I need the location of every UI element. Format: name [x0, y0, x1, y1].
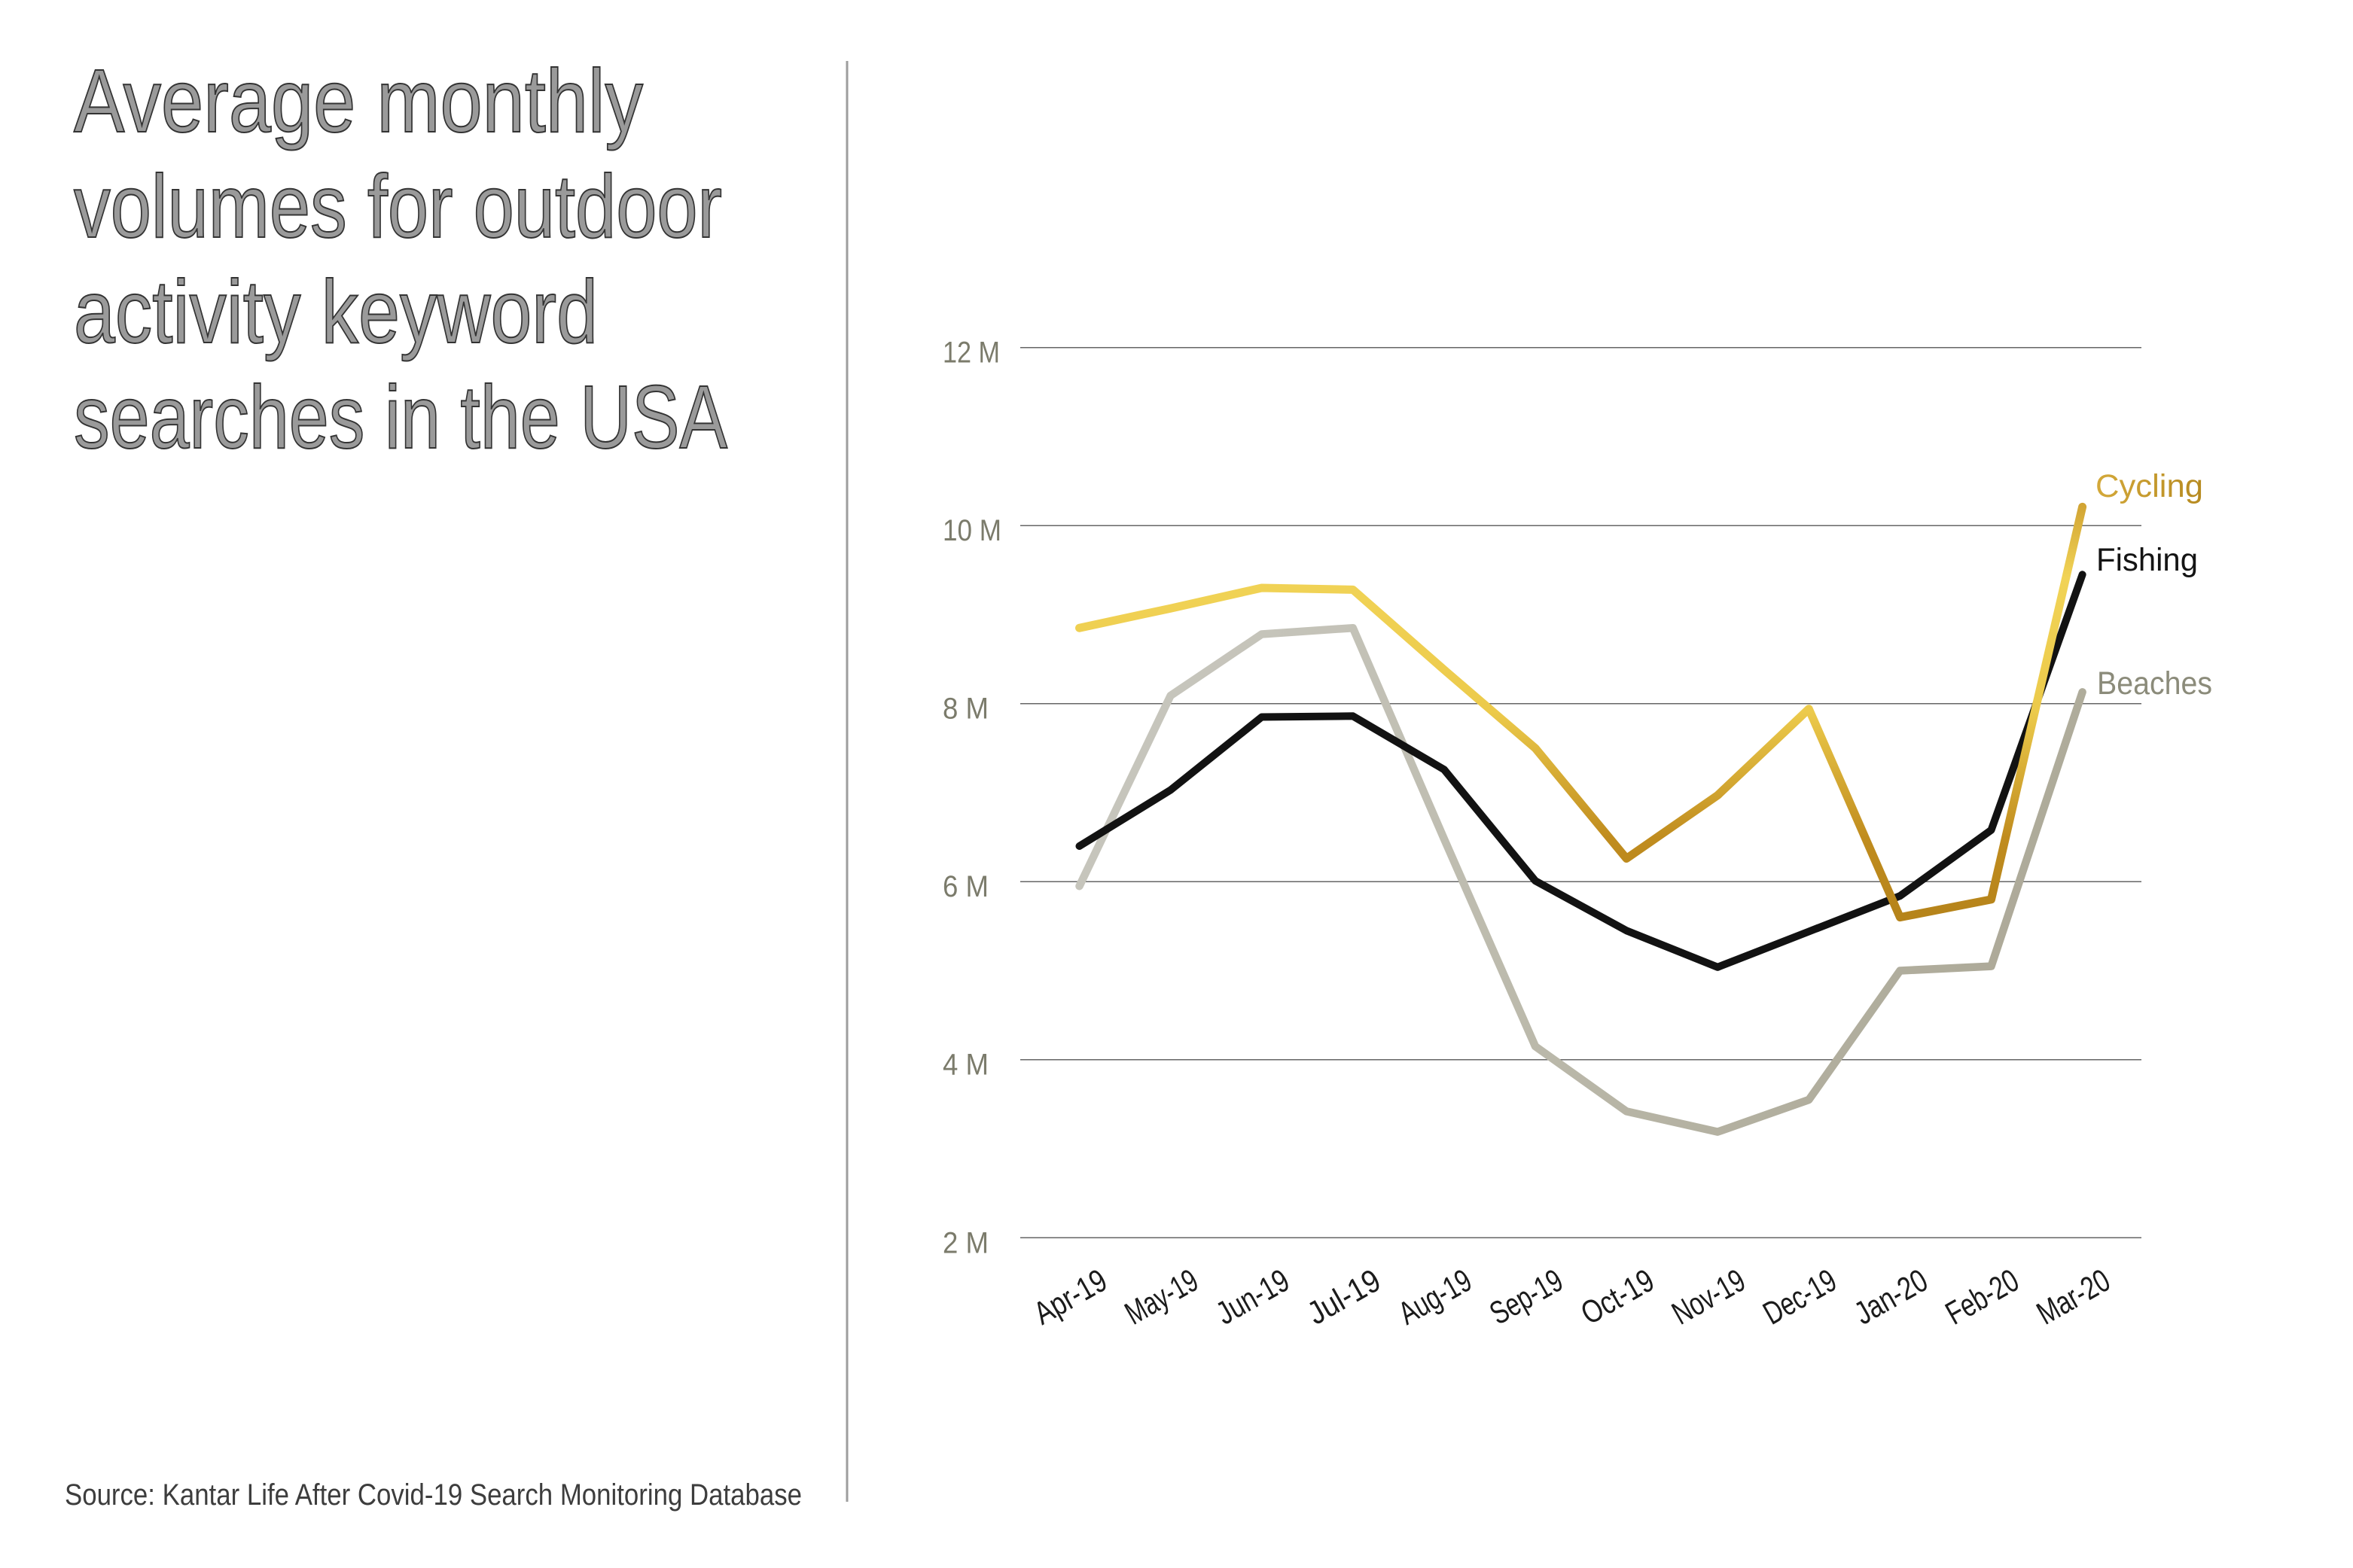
svg-text:Jan-20: Jan-20: [1849, 1262, 1934, 1332]
svg-text:activity keyword: activity keyword: [74, 262, 598, 362]
svg-text:8 M: 8 M: [943, 693, 989, 726]
svg-text:4 M: 4 M: [943, 1049, 989, 1082]
svg-text:Cycling: Cycling: [2095, 468, 2203, 504]
svg-text:Apr-19: Apr-19: [1028, 1262, 1113, 1332]
svg-text:Beaches: Beaches: [2097, 665, 2212, 702]
svg-text:Jun-19: Jun-19: [1210, 1262, 1295, 1332]
svg-text:Sep-19: Sep-19: [1484, 1262, 1569, 1332]
svg-text:6 M: 6 M: [943, 870, 989, 903]
svg-text:Jul-19: Jul-19: [1301, 1262, 1386, 1332]
svg-text:2 M: 2 M: [943, 1226, 989, 1259]
svg-text:Source: Kantar Life After Covi: Source: Kantar Life After Covid-19 Searc…: [65, 1478, 802, 1512]
svg-text:Mar-20: Mar-20: [2031, 1262, 2116, 1332]
svg-text:10 M: 10 M: [943, 514, 1001, 547]
svg-text:Feb-20: Feb-20: [1940, 1262, 2025, 1332]
svg-text:searches in the USA: searches in the USA: [74, 367, 727, 467]
svg-text:Nov-19: Nov-19: [1666, 1262, 1751, 1332]
svg-text:Aug-19: Aug-19: [1393, 1262, 1478, 1332]
svg-text:volumes for outdoor: volumes for outdoor: [74, 157, 722, 257]
svg-text:Fishing: Fishing: [2096, 542, 2198, 578]
svg-text:Dec-19: Dec-19: [1757, 1262, 1842, 1332]
svg-text:Oct-19: Oct-19: [1575, 1262, 1660, 1332]
svg-text:12 M: 12 M: [943, 336, 1000, 370]
svg-text:May-19: May-19: [1119, 1262, 1204, 1332]
svg-text:Average monthly: Average monthly: [74, 51, 643, 151]
